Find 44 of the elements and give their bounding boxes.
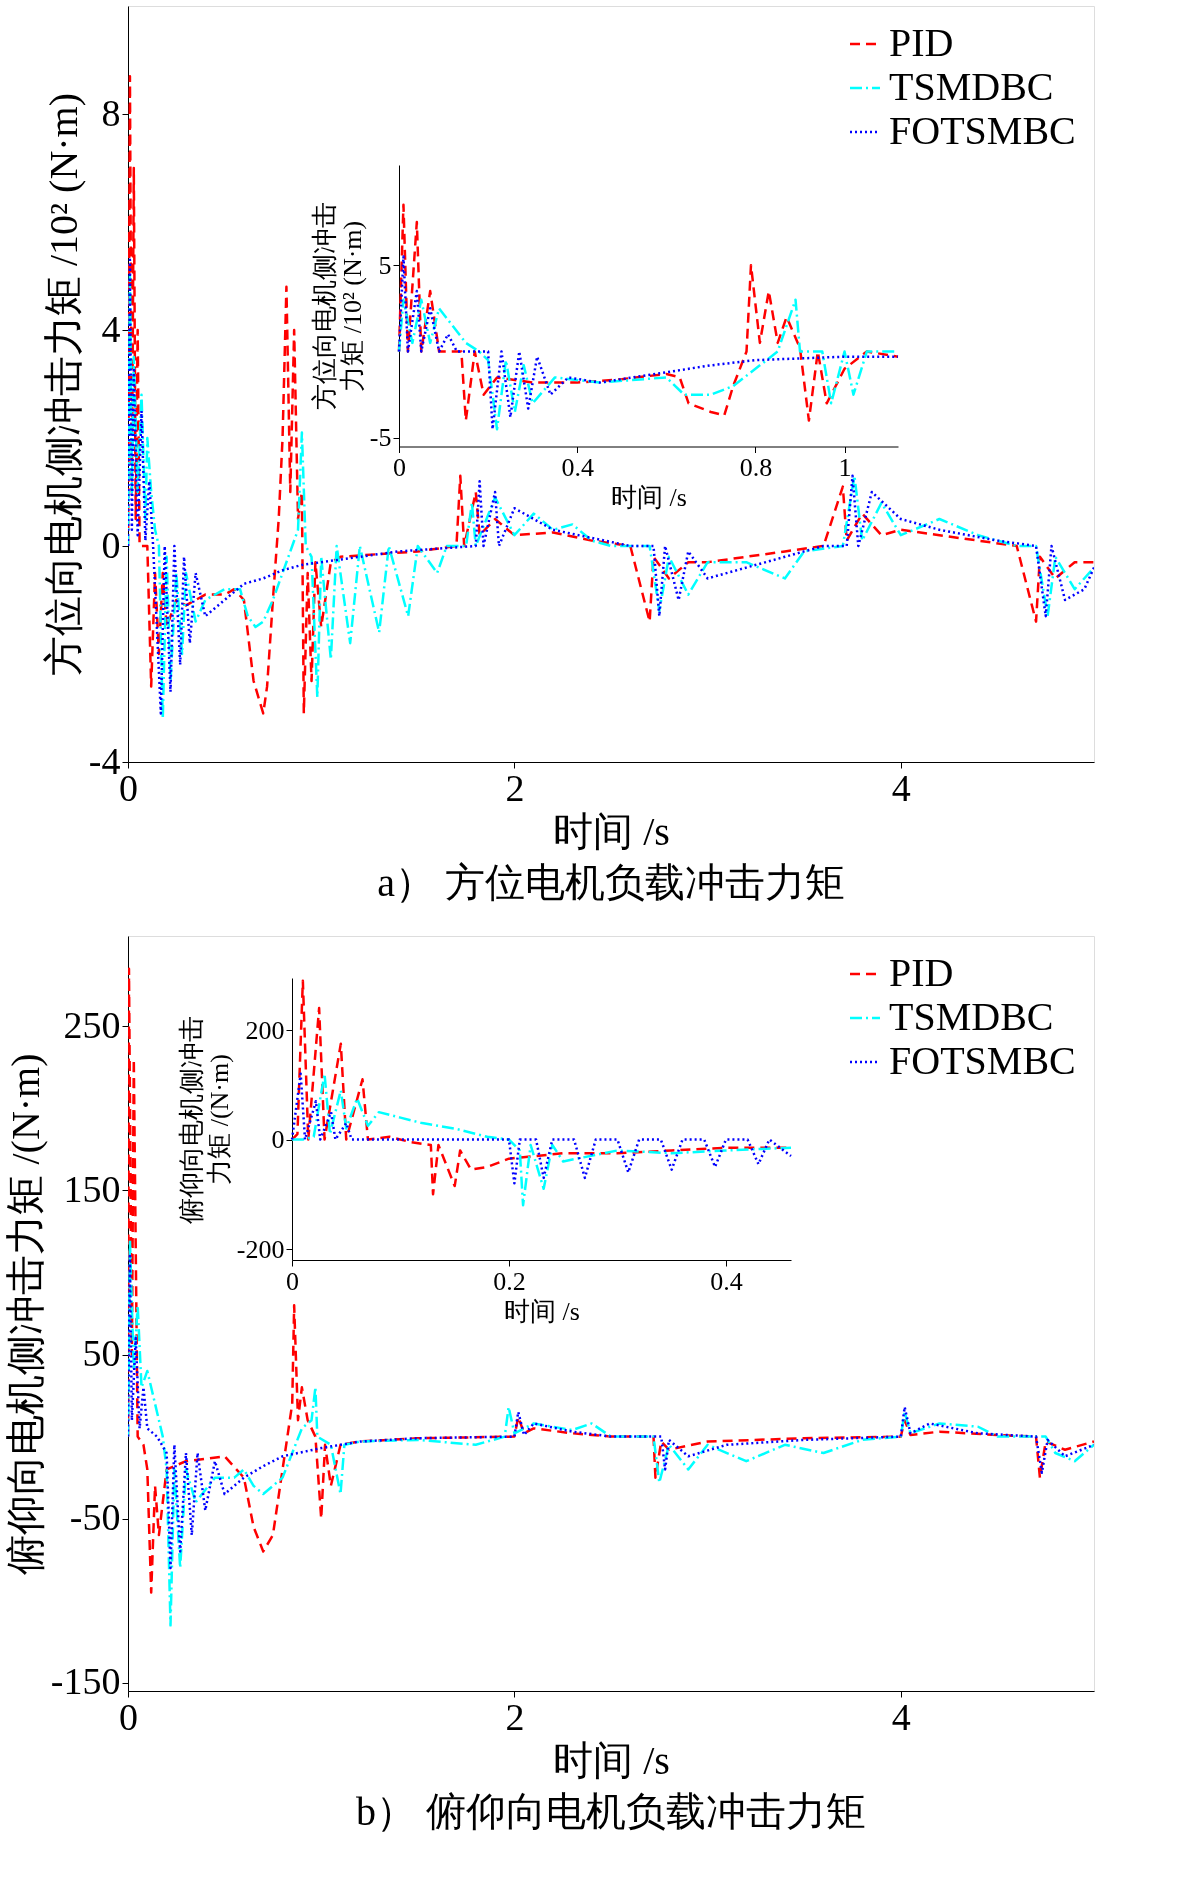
y-tick-label: -4 [88, 739, 121, 782]
x-tick-label: 4 [891, 766, 911, 809]
y-tick-label: 0 [101, 523, 121, 566]
y-tick-label: 150 [63, 1167, 121, 1210]
legend-label: FOTSMBC [889, 108, 1076, 153]
x-axis-title: 时间 /s [553, 808, 670, 854]
y-tick-label: 200 [245, 1015, 285, 1045]
x-tick-label: 2 [505, 1695, 525, 1738]
line-series [128, 1238, 1094, 1627]
y-axis-title: 方位向电机侧冲击力矩 /10² (N·m) [309, 202, 367, 411]
y-tick-label: 5 [378, 250, 392, 280]
x-axis-title: 时间 /s [553, 1737, 670, 1783]
legend-label: PID [889, 950, 954, 995]
text: a） 方位电机负载冲击力矩 [377, 860, 845, 905]
y-axis-title: 俯仰向电机侧冲击力矩 /(N·m) [176, 1015, 234, 1224]
y-tick-label: 250 [63, 1003, 121, 1046]
y-axis-title: 方位向电机侧冲击力矩 /10² (N·m) [40, 92, 86, 677]
y-tick-label: 0 [271, 1125, 285, 1155]
legend-label: TSMDBC [889, 64, 1054, 109]
legend-label: TSMDBC [889, 994, 1054, 1039]
x-axis-title: 时间 /s [504, 1296, 580, 1326]
y-tick-label: -5 [369, 423, 392, 453]
line-series [397, 255, 900, 431]
y-tick-label: -50 [69, 1496, 121, 1539]
y-tick-label: -200 [236, 1234, 285, 1264]
x-tick-label: 0.8 [739, 453, 773, 482]
legend-label: FOTSMBC [889, 1038, 1076, 1083]
x-tick-label: 0.4 [561, 453, 594, 482]
legend-label: PID [889, 20, 954, 65]
y-tick-label: -150 [50, 1660, 121, 1703]
x-tick-label: 2 [505, 766, 525, 809]
x-axis-title: 时间 /s [611, 483, 687, 512]
x-tick-label: 1 [838, 453, 852, 482]
x-tick-label: 0.4 [710, 1266, 743, 1296]
line-series [397, 203, 900, 422]
y-tick-label: 8 [101, 91, 121, 134]
line-series [128, 74, 1094, 715]
y-axis-title: 俯仰向电机侧冲击力矩 /(N·m) [2, 1053, 48, 1575]
y-tick-label: 50 [82, 1332, 121, 1375]
x-tick-label: 0.2 [493, 1266, 526, 1296]
line-series [290, 1072, 793, 1185]
x-tick-label: 4 [891, 1695, 911, 1738]
text: b） 俯仰向电机负载冲击力矩 [356, 1789, 866, 1834]
y-tick-label: 4 [101, 307, 121, 350]
